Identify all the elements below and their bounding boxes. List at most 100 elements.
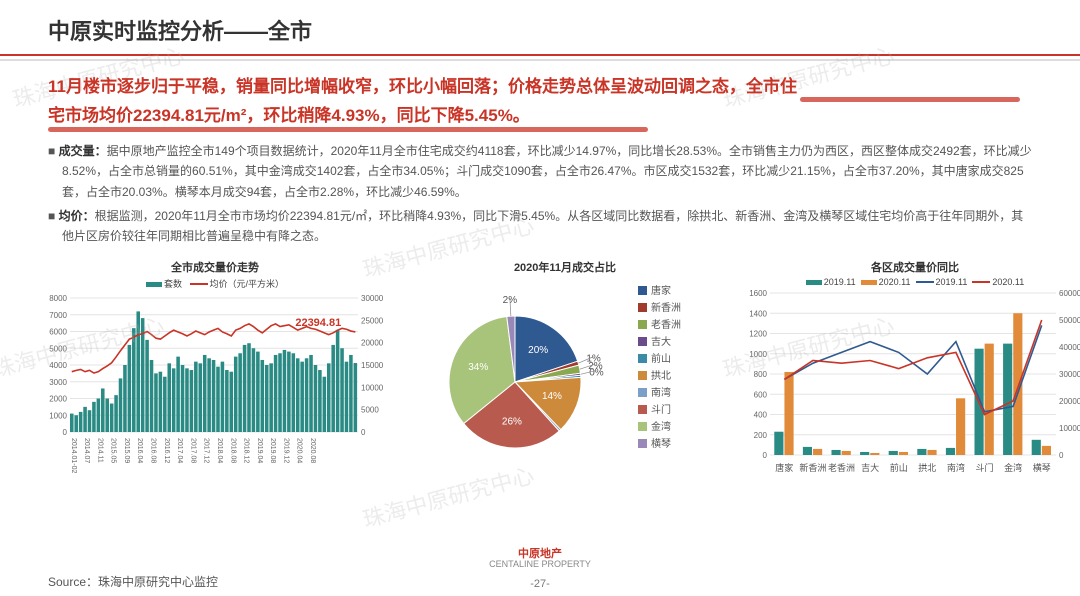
svg-text:7000: 7000 [49, 310, 67, 319]
svg-text:2000: 2000 [49, 394, 67, 403]
svg-text:30000: 30000 [1059, 370, 1080, 379]
svg-text:拱北: 拱北 [918, 462, 936, 473]
svg-text:800: 800 [754, 370, 768, 379]
svg-text:老香洲: 老香洲 [828, 462, 855, 473]
source-text: Source：珠海中原研究中心监控 [48, 573, 218, 590]
svg-text:斗门: 斗门 [975, 462, 993, 473]
svg-text:金湾: 金湾 [651, 420, 671, 433]
svg-text:14%: 14% [542, 391, 562, 402]
svg-text:0: 0 [763, 451, 768, 460]
svg-text:新香洲: 新香洲 [651, 301, 681, 314]
bullet-list: 成交量：据中原地产监控全市149个项目数据统计，2020年11月全市住宅成交约4… [0, 137, 1080, 255]
svg-text:2014.11: 2014.11 [96, 438, 103, 463]
svg-text:南湾: 南湾 [651, 386, 671, 399]
svg-text:5000: 5000 [49, 344, 67, 353]
svg-text:2016.12: 2016.12 [163, 438, 170, 463]
svg-text:2018.08: 2018.08 [229, 438, 236, 463]
chart2-title: 2020年11月成交占比 [400, 259, 730, 275]
highlight-line1: 11月楼市逐步归于平稳，销量同比增幅收窄，环比小幅回落；价格走势总体呈波动回调之… [48, 77, 797, 96]
svg-text:2017.04: 2017.04 [176, 438, 183, 463]
svg-text:6000: 6000 [49, 327, 67, 336]
svg-text:前山: 前山 [890, 462, 908, 473]
svg-text:400: 400 [754, 410, 768, 419]
svg-text:2017.08: 2017.08 [189, 438, 196, 463]
marker-underline-2 [48, 127, 648, 132]
svg-text:0: 0 [1059, 451, 1064, 460]
svg-text:40000: 40000 [1059, 343, 1080, 352]
svg-text:唐家: 唐家 [651, 284, 671, 297]
svg-text:2019.08: 2019.08 [269, 438, 276, 463]
svg-text:0: 0 [361, 428, 366, 437]
highlight-text: 11月楼市逐步归于平稳，销量同比增幅收窄，环比小幅回落；价格走势总体呈波动回调之… [0, 61, 1080, 137]
svg-text:横琴: 横琴 [651, 437, 671, 450]
svg-text:拱北: 拱北 [651, 369, 671, 382]
svg-text:南湾: 南湾 [947, 462, 965, 473]
page-number: -27- [530, 578, 550, 590]
chart2-svg: 20%唐家1%新香洲2%老香洲0%吉大前山14%拱北南湾26%斗门34%金湾2%… [400, 277, 730, 477]
svg-text:200: 200 [754, 430, 768, 439]
svg-text:前山: 前山 [651, 352, 671, 365]
svg-text:3000: 3000 [49, 377, 67, 386]
bullet-price: 均价：根据监测，2020年11月全市市场均价22394.81元/㎡，环比稍降4.… [48, 206, 1032, 247]
svg-text:1000: 1000 [749, 349, 767, 358]
svg-text:10000: 10000 [361, 383, 384, 392]
svg-text:2018.04: 2018.04 [216, 438, 223, 463]
svg-text:20000: 20000 [1059, 397, 1080, 406]
svg-text:30000: 30000 [361, 294, 384, 303]
svg-text:唐家: 唐家 [775, 462, 793, 473]
svg-text:600: 600 [754, 390, 768, 399]
svg-text:2016.08: 2016.08 [150, 438, 157, 463]
svg-text:2016.04: 2016.04 [136, 438, 143, 463]
chart1-svg: 0100020003000400050006000700080000500010… [40, 290, 390, 480]
page-title: 中原实时监控分析——全市 [0, 0, 1080, 54]
svg-text:2020.08: 2020.08 [309, 438, 316, 463]
svg-text:老香洲: 老香洲 [651, 318, 681, 331]
chart3-svg: 0 200 400 600 800 1000 1200 1400 1600 0 10000 20000… [740, 287, 1080, 477]
chart3-legend: 2019.11 2020.11 2019.11 2020.11 [740, 277, 1080, 287]
svg-text:10000: 10000 [1059, 424, 1080, 433]
svg-text:1600: 1600 [749, 289, 767, 298]
svg-text:1400: 1400 [749, 309, 767, 318]
svg-text:20000: 20000 [361, 338, 384, 347]
svg-text:吉大: 吉大 [651, 335, 671, 348]
svg-text:22394.81: 22394.81 [295, 317, 341, 329]
chart-compare: 各区成交量价同比 2019.11 2020.11 2019.11 2020.11… [740, 259, 1080, 480]
svg-text:2018.12: 2018.12 [243, 438, 250, 463]
svg-text:2017.12: 2017.12 [203, 438, 210, 463]
svg-text:2014.01-02: 2014.01-02 [70, 438, 77, 474]
chart1-title: 全市成交量价走势 [40, 259, 390, 275]
svg-text:60000: 60000 [1059, 289, 1080, 298]
chart3-title: 各区成交量价同比 [740, 259, 1080, 275]
svg-text:1200: 1200 [749, 329, 767, 338]
svg-text:斗门: 斗门 [651, 403, 671, 416]
bullet-volume: 成交量：据中原地产监控全市149个项目数据统计，2020年11月全市住宅成交约4… [48, 141, 1032, 202]
svg-text:25000: 25000 [361, 316, 384, 325]
svg-text:金湾: 金湾 [1004, 462, 1022, 473]
svg-text:横琴: 横琴 [1033, 462, 1051, 473]
svg-text:1000: 1000 [49, 411, 67, 420]
svg-text:0%: 0% [589, 367, 604, 378]
svg-text:0: 0 [63, 428, 68, 437]
brand-logo: 中原地产 CENTALINE PROPERTY [489, 548, 591, 570]
svg-text:5000: 5000 [361, 405, 379, 414]
svg-text:2015.05: 2015.05 [110, 438, 117, 463]
highlight-line2: 宅市场均价22394.81元/m²，环比稍降4.93%，同比下降5.45%。 [48, 106, 530, 125]
red-rule [0, 54, 1080, 56]
svg-text:新香洲: 新香洲 [799, 462, 826, 473]
marker-underline-1 [800, 97, 1020, 102]
chart-pie: 2020年11月成交占比 20%唐家1%新香洲2%老香洲0%吉大前山14%拱北南… [400, 259, 730, 480]
svg-text:吉大: 吉大 [861, 462, 879, 473]
svg-text:50000: 50000 [1059, 316, 1080, 325]
svg-text:20%: 20% [528, 345, 548, 356]
chart-trend: 全市成交量价走势 套数 均价（元/平方米） 0 1000 2000 3000 4000 5… [40, 259, 390, 480]
svg-text:4000: 4000 [49, 361, 67, 370]
svg-text:2020.04: 2020.04 [296, 438, 303, 463]
svg-text:2015.09: 2015.09 [123, 438, 130, 463]
svg-text:2014.07: 2014.07 [83, 438, 90, 463]
svg-text:34%: 34% [468, 362, 488, 373]
chart1-legend: 套数 均价（元/平方米） [40, 277, 390, 290]
svg-text:15000: 15000 [361, 361, 384, 370]
svg-text:2019.04: 2019.04 [256, 438, 263, 463]
svg-text:26%: 26% [502, 416, 522, 427]
svg-text:2019.12: 2019.12 [282, 438, 289, 463]
